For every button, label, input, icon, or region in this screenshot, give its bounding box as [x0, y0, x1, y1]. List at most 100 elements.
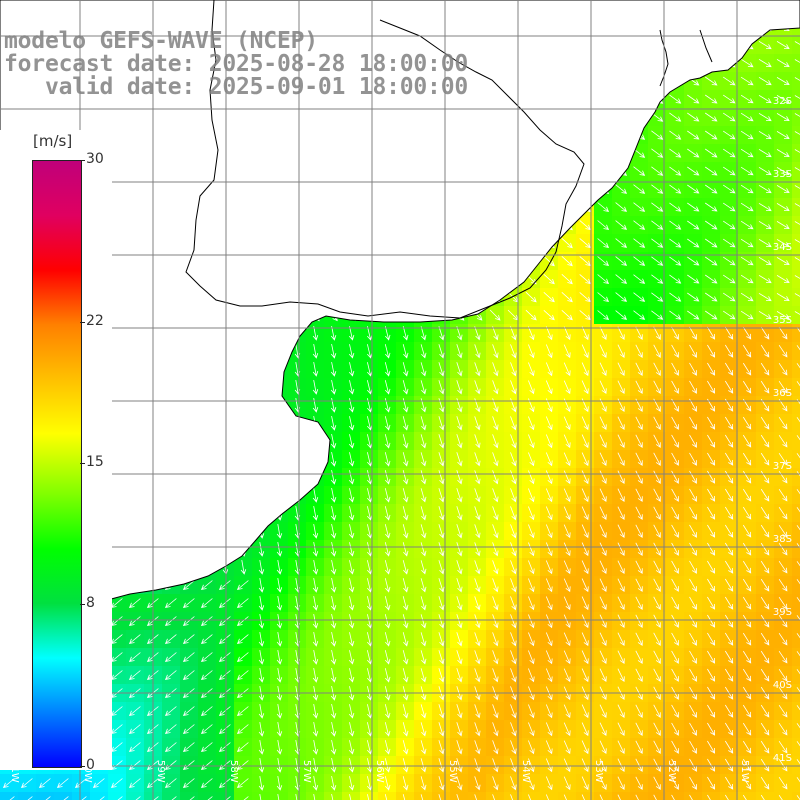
- wind-arrow: [758, 112, 772, 122]
- wind-arrow: [687, 112, 700, 122]
- wind-arrow: [687, 220, 700, 230]
- wind-arrow: [724, 344, 734, 358]
- wind-arrow: [687, 310, 700, 320]
- wind-arrow: [776, 149, 790, 158]
- wind-arrow: [689, 506, 697, 520]
- wind-cell: [792, 738, 800, 756]
- wind-arrow: [384, 506, 391, 521]
- forecast-date: forecast date: 2025-08-28 18:00:00: [4, 51, 469, 77]
- wind-arrow: [599, 578, 607, 593]
- wind-arrow: [510, 542, 517, 557]
- wind-arrow: [617, 416, 625, 431]
- wind-arrow: [740, 94, 754, 104]
- colorbar-gradient: [32, 160, 82, 768]
- wind-arrow: [474, 542, 481, 557]
- wind-arrow: [599, 380, 607, 395]
- wind-arrow: [758, 76, 772, 86]
- wind-arrow: [474, 434, 481, 449]
- wind-arrow: [740, 112, 754, 122]
- wind-arrow: [758, 40, 772, 50]
- wind-arrow: [240, 560, 247, 575]
- wind-arrow: [545, 488, 553, 503]
- wind-arrow: [796, 561, 800, 567]
- wind-arrow: [563, 488, 571, 503]
- wind-arrow: [722, 130, 736, 140]
- colorbar-tick-mark: [80, 160, 85, 161]
- wind-arrow: [128, 598, 141, 609]
- wind-arrow: [510, 362, 517, 377]
- wind-arrow: [276, 524, 283, 539]
- wind-arrow: [689, 380, 697, 394]
- wind-arrow: [528, 542, 535, 557]
- wind-arrow: [671, 578, 679, 592]
- wind-arrow: [402, 524, 409, 539]
- wind-arrow: [778, 542, 788, 556]
- wind-arrow: [704, 166, 718, 176]
- wind-arrow: [581, 488, 589, 503]
- wind-arrow: [474, 380, 481, 395]
- wind-arrow: [707, 506, 716, 520]
- wind-cell: [792, 468, 800, 486]
- wind-arrow: [330, 398, 337, 413]
- wind-cell: [468, 792, 486, 800]
- wind-arrow: [740, 148, 754, 158]
- wind-arrow: [635, 416, 643, 430]
- wind-arrow: [742, 524, 752, 538]
- wind-arrow: [633, 238, 646, 248]
- wind-arrow: [563, 578, 571, 593]
- wind-arrow: [489, 309, 501, 321]
- wind-arrow: [617, 380, 625, 395]
- wind-cell: [180, 792, 198, 800]
- wind-arrow: [633, 310, 646, 320]
- wind-arrow: [687, 130, 700, 140]
- wind-cell: [792, 666, 800, 684]
- wind-arrow: [689, 434, 697, 448]
- wind-arrow: [687, 292, 700, 302]
- wind-cell: [684, 792, 702, 800]
- wind-arrow: [563, 560, 571, 575]
- wind-arrow: [402, 578, 409, 593]
- wind-cell: [792, 630, 800, 648]
- wind-arrow: [689, 344, 697, 358]
- wind-arrow: [669, 238, 682, 248]
- latitude-label: 39S: [773, 607, 792, 618]
- wind-arrow: [617, 560, 625, 575]
- wind-arrow: [778, 560, 788, 574]
- wind-arrow: [689, 488, 697, 502]
- wind-arrow: [778, 416, 788, 430]
- wind-arrow: [722, 184, 736, 194]
- wind-arrow: [438, 560, 445, 575]
- wind-arrow: [276, 542, 283, 557]
- wind-arrow: [456, 470, 463, 485]
- wind-arrow: [722, 148, 736, 158]
- wind-arrow: [438, 542, 445, 557]
- wind-arrow: [384, 398, 391, 413]
- wind-arrow: [724, 542, 734, 556]
- wind-arrow: [420, 362, 427, 377]
- wind-cell: [198, 792, 216, 800]
- wind-arrow: [615, 184, 628, 194]
- wind-arrow: [687, 238, 700, 248]
- wind-arrow: [704, 292, 718, 302]
- wind-arrow: [742, 416, 752, 430]
- wind-arrow: [581, 470, 589, 485]
- wind-arrow: [796, 525, 800, 531]
- wind-arrow: [669, 112, 682, 122]
- wind-arrow: [528, 362, 535, 377]
- wind-cell: [162, 792, 180, 800]
- wind-arrow: [669, 220, 682, 230]
- wind-arrow: [653, 506, 661, 520]
- wind-arrow: [724, 362, 734, 376]
- longitude-label: 51W: [739, 760, 750, 783]
- wind-arrow: [236, 580, 249, 591]
- wind-arrow: [724, 434, 734, 448]
- wind-arrow: [545, 560, 553, 575]
- wind-arrow: [653, 362, 661, 376]
- wind-arrow: [312, 398, 319, 413]
- wind-arrow: [348, 560, 355, 575]
- wind-arrow: [348, 488, 355, 503]
- wind-arrow: [492, 578, 499, 593]
- wind-arrow: [492, 506, 499, 521]
- wind-arrow: [581, 524, 589, 539]
